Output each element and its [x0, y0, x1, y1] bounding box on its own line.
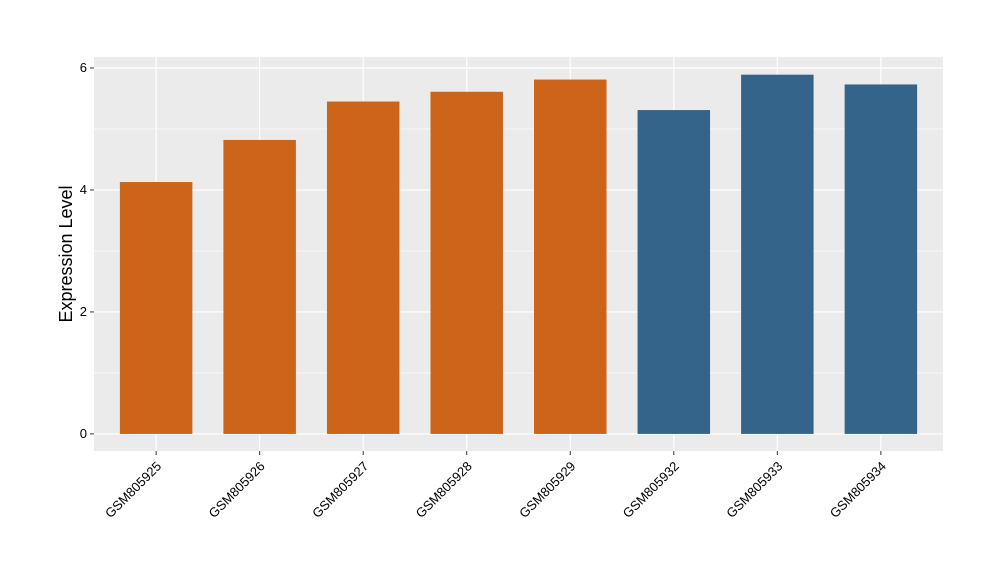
y-tick-label: 6 — [80, 60, 87, 75]
x-tick-label: GSM805927 — [309, 459, 371, 521]
bar-GSM805925 — [119, 182, 193, 434]
x-tick-label: GSM805926 — [206, 459, 268, 521]
x-axis: GSM805925 GSM805926 GSM805927 GSM805928 GSM8… — [102, 451, 889, 521]
x-tick-label: GSM805929 — [516, 459, 578, 521]
y-tick-label: 0 — [80, 426, 87, 441]
x-tick-label: GSM805925 — [102, 459, 164, 521]
x-tick-label: GSM805932 — [620, 459, 682, 521]
bar-GSM805926 — [223, 139, 296, 434]
bar-GSM805927 — [326, 101, 400, 434]
x-tick-label: GSM805934 — [827, 459, 889, 521]
bars — [119, 74, 918, 434]
panel-background — [94, 57, 943, 451]
bar-GSM805928 — [430, 91, 503, 434]
y-tick-label: 4 — [80, 182, 87, 197]
y-axis-title: Expression Level — [56, 185, 76, 322]
y-axis: 0 2 4 6 — [80, 60, 94, 441]
x-tick-label: GSM805928 — [413, 459, 475, 521]
bar-GSM805932 — [637, 110, 711, 434]
bar-GSM805929 — [534, 79, 607, 434]
bar-GSM805933 — [741, 74, 814, 434]
y-tick-label: 2 — [80, 304, 87, 319]
bar-GSM805934 — [844, 84, 918, 434]
x-tick-label: GSM805933 — [723, 459, 785, 521]
